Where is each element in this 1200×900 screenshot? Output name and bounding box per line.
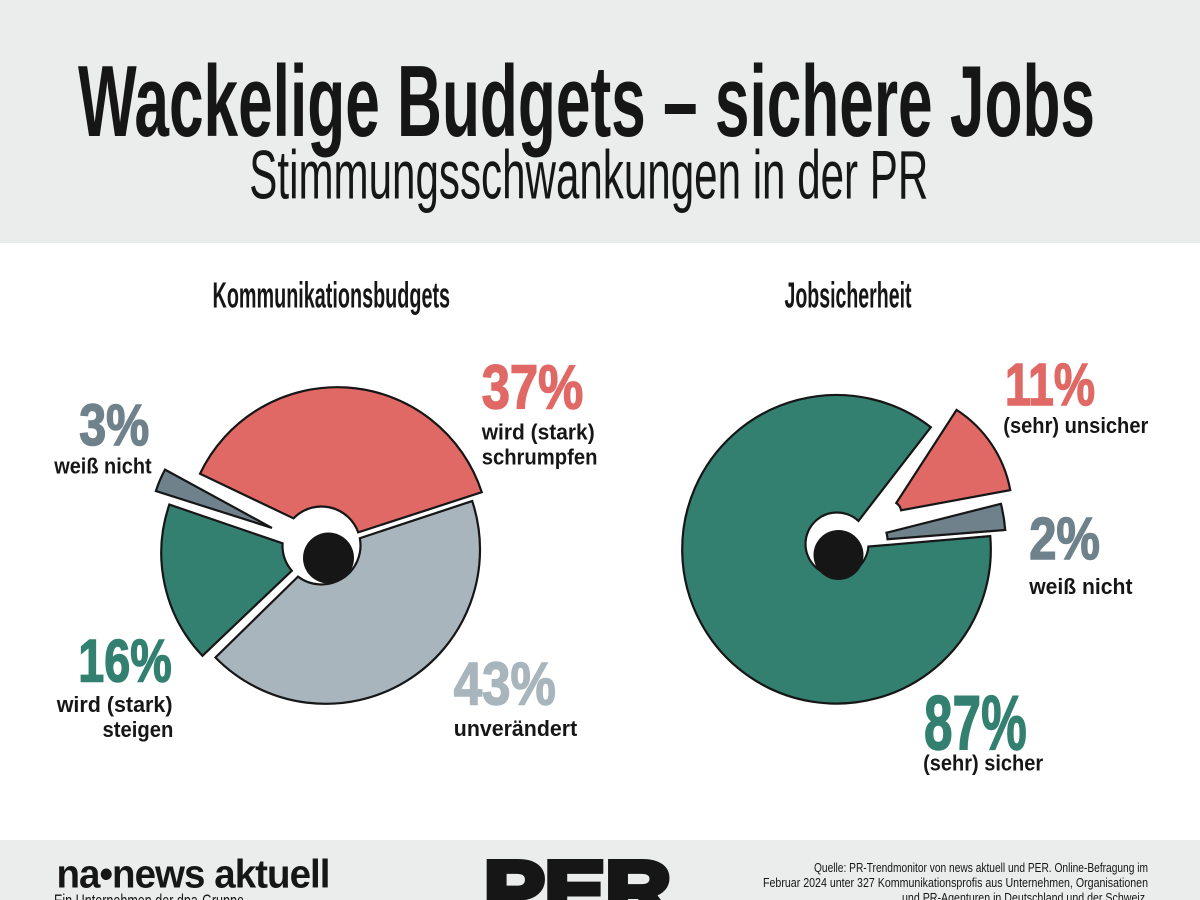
svg-text:87%: 87% [924,681,1027,767]
svg-text:wird (stark): wird (stark) [56,692,173,717]
svg-text:43%: 43% [454,651,556,718]
svg-text:Ein Unternehmen der dpa-Gruppe: Ein Unternehmen der dpa-Gruppe [54,891,244,900]
svg-text:wird (stark): wird (stark) [481,419,595,444]
svg-text:steigen: steigen [103,717,174,742]
svg-text:16%: 16% [78,628,171,695]
svg-text:Jobsicherheit: Jobsicherheit [785,275,912,316]
svg-text:(sehr) unsicher: (sehr) unsicher [1003,413,1148,438]
svg-text:und PR-Agenturen in Deutschlan: und PR-Agenturen in Deutschland und der … [902,890,1148,900]
svg-text:PER: PER [484,845,671,900]
svg-text:(sehr) sicher: (sehr) sicher [923,751,1043,776]
svg-text:Februar 2024 unter 327 Kommuni: Februar 2024 unter 327 Kommunikationspro… [763,875,1148,890]
svg-text:3%: 3% [79,393,149,458]
svg-text:Wackelige Budgets – sichere Jo: Wackelige Budgets – sichere Jobs [78,46,1095,158]
svg-text:weiß nicht: weiß nicht [53,454,152,479]
svg-text:weiß nicht: weiß nicht [1028,574,1133,599]
svg-text:Kommunikationsbudgets: Kommunikationsbudgets [213,275,451,316]
svg-text:2%: 2% [1029,506,1100,572]
svg-text:unverändert: unverändert [454,716,578,741]
svg-text:schrumpfen: schrumpfen [482,444,598,469]
svg-text:Stimmungsschwankungen in der P: Stimmungsschwankungen in der PR [249,137,928,214]
svg-text:na•news aktuell: na•news aktuell [57,853,330,897]
svg-text:11%: 11% [1005,352,1095,418]
svg-text:37%: 37% [482,353,584,422]
svg-text:Quelle: PR-Trendmonitor von ne: Quelle: PR-Trendmonitor von news aktuell… [814,860,1148,875]
